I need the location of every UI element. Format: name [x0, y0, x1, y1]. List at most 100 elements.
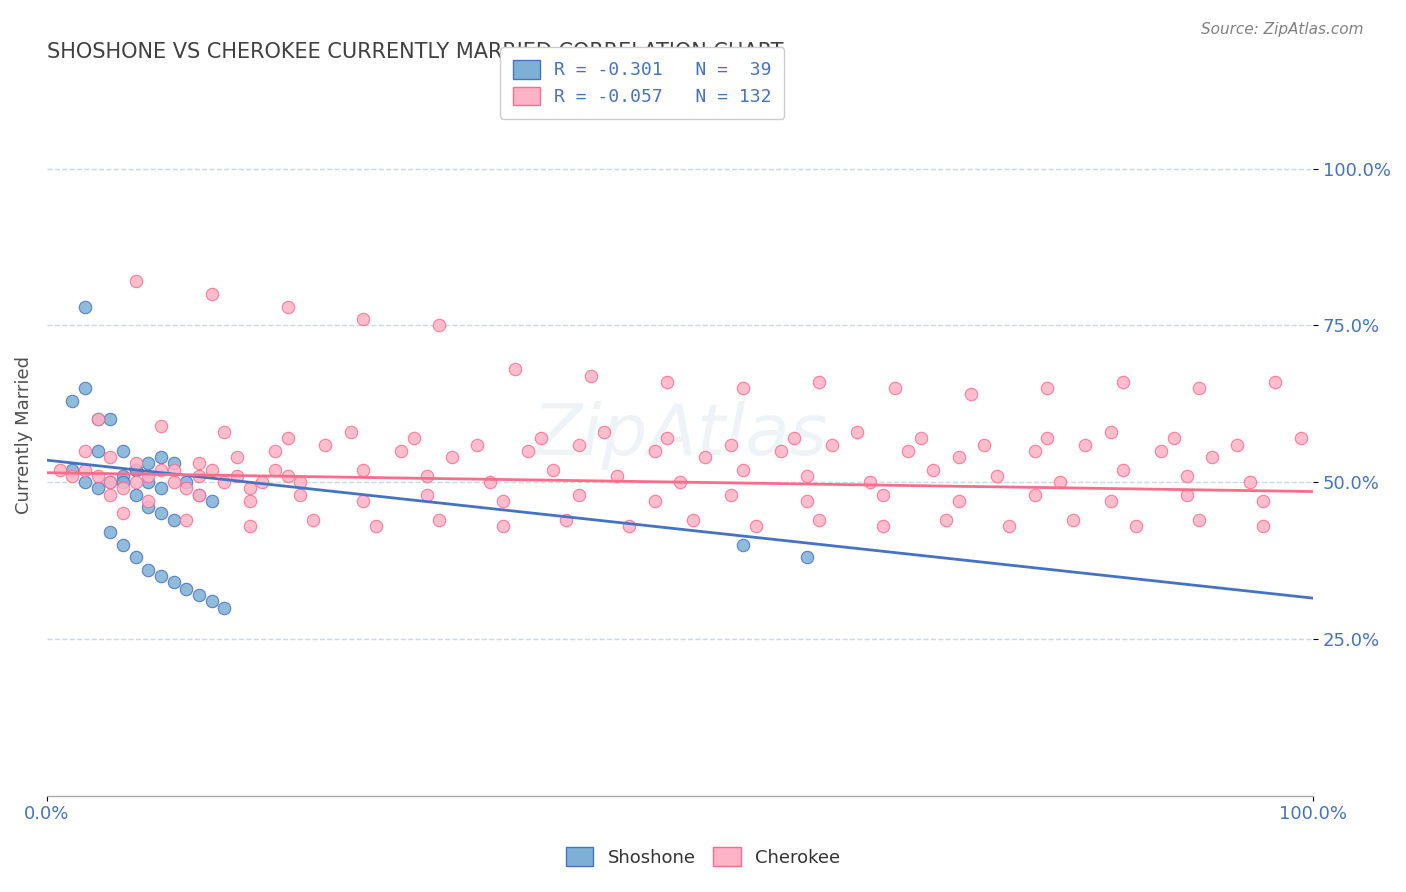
- Point: [695, 450, 717, 464]
- Point: [796, 468, 818, 483]
- Point: [593, 425, 616, 439]
- Point: [733, 462, 755, 476]
- Point: [124, 274, 146, 288]
- Point: [543, 462, 565, 476]
- Point: [200, 462, 222, 476]
- Point: [1188, 513, 1211, 527]
- Point: [1099, 494, 1122, 508]
- Point: [404, 431, 426, 445]
- Point: [124, 462, 146, 476]
- Point: [174, 482, 197, 496]
- Point: [1289, 431, 1312, 445]
- Point: [111, 468, 134, 483]
- Point: [366, 519, 388, 533]
- Point: [1049, 475, 1071, 490]
- Point: [73, 381, 96, 395]
- Legend: R = -0.301   N =  39, R = -0.057   N = 132: R = -0.301 N = 39, R = -0.057 N = 132: [501, 47, 785, 119]
- Point: [935, 513, 957, 527]
- Point: [796, 550, 818, 565]
- Point: [720, 488, 742, 502]
- Text: Source: ZipAtlas.com: Source: ZipAtlas.com: [1201, 22, 1364, 37]
- Point: [238, 482, 260, 496]
- Point: [960, 387, 983, 401]
- Point: [1125, 519, 1147, 533]
- Point: [720, 437, 742, 451]
- Point: [1150, 443, 1173, 458]
- Point: [276, 431, 298, 445]
- Point: [111, 538, 134, 552]
- Point: [606, 468, 628, 483]
- Point: [884, 381, 907, 395]
- Point: [416, 468, 439, 483]
- Point: [187, 456, 209, 470]
- Point: [353, 462, 375, 476]
- Point: [669, 475, 692, 490]
- Point: [124, 488, 146, 502]
- Point: [225, 468, 247, 483]
- Point: [846, 425, 869, 439]
- Point: [187, 488, 209, 502]
- Point: [136, 563, 159, 577]
- Point: [340, 425, 363, 439]
- Point: [301, 513, 323, 527]
- Point: [136, 494, 159, 508]
- Point: [263, 462, 285, 476]
- Point: [821, 437, 844, 451]
- Point: [98, 475, 121, 490]
- Point: [492, 519, 515, 533]
- Point: [288, 475, 311, 490]
- Point: [149, 507, 172, 521]
- Point: [657, 431, 679, 445]
- Point: [644, 443, 666, 458]
- Point: [225, 450, 247, 464]
- Point: [111, 443, 134, 458]
- Point: [73, 443, 96, 458]
- Point: [682, 513, 704, 527]
- Point: [1024, 488, 1046, 502]
- Point: [111, 475, 134, 490]
- Point: [353, 494, 375, 508]
- Point: [872, 488, 894, 502]
- Point: [149, 482, 172, 496]
- Point: [581, 368, 603, 383]
- Point: [391, 443, 413, 458]
- Point: [162, 475, 184, 490]
- Legend: Shoshone, Cherokee: Shoshone, Cherokee: [558, 840, 848, 874]
- Point: [808, 513, 831, 527]
- Point: [1112, 462, 1135, 476]
- Point: [479, 475, 502, 490]
- Point: [859, 475, 882, 490]
- Point: [492, 494, 515, 508]
- Point: [149, 450, 172, 464]
- Point: [315, 437, 337, 451]
- Point: [98, 412, 121, 426]
- Y-axis label: Currently Married: Currently Married: [15, 356, 32, 514]
- Point: [111, 482, 134, 496]
- Point: [568, 437, 591, 451]
- Point: [212, 425, 235, 439]
- Point: [644, 494, 666, 508]
- Point: [136, 500, 159, 515]
- Point: [60, 393, 83, 408]
- Point: [429, 318, 451, 333]
- Point: [48, 462, 70, 476]
- Point: [998, 519, 1021, 533]
- Point: [149, 418, 172, 433]
- Point: [517, 443, 540, 458]
- Point: [60, 462, 83, 476]
- Point: [162, 462, 184, 476]
- Point: [98, 450, 121, 464]
- Point: [1175, 468, 1198, 483]
- Point: [948, 450, 970, 464]
- Point: [353, 312, 375, 326]
- Point: [1239, 475, 1261, 490]
- Point: [1163, 431, 1185, 445]
- Point: [619, 519, 641, 533]
- Point: [1062, 513, 1084, 527]
- Point: [263, 443, 285, 458]
- Point: [136, 456, 159, 470]
- Point: [73, 475, 96, 490]
- Point: [796, 494, 818, 508]
- Point: [200, 287, 222, 301]
- Point: [86, 482, 108, 496]
